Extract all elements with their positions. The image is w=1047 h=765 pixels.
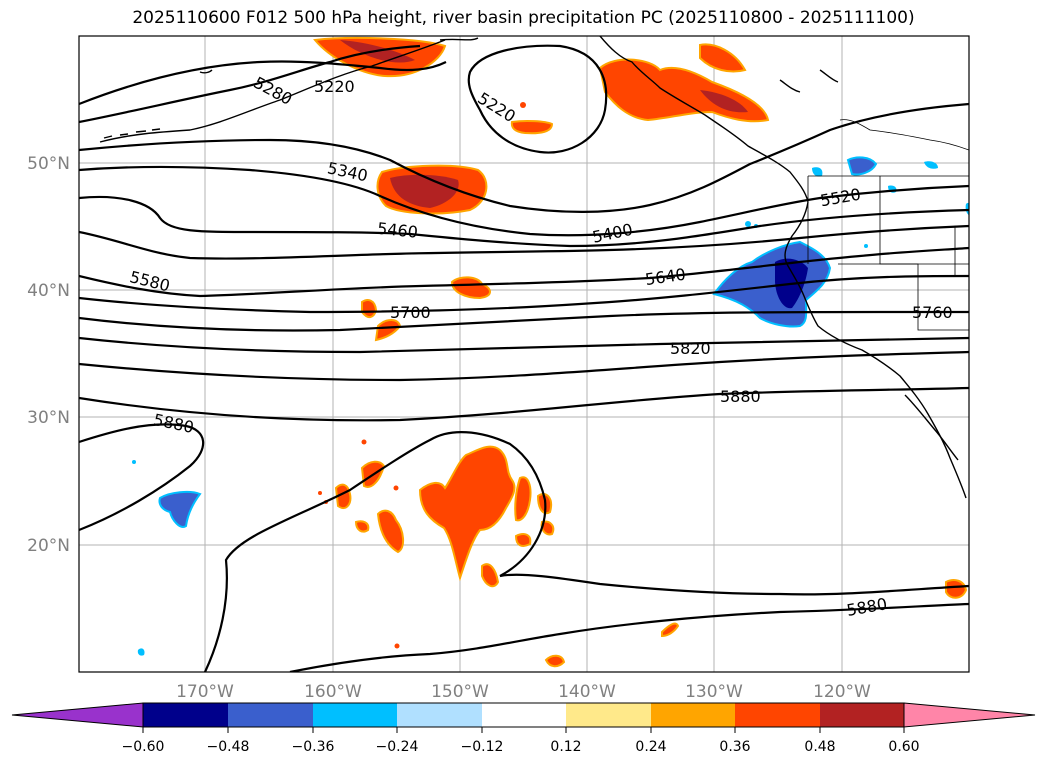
lat-label: 30°N [27,408,70,428]
colorbar-tick-label: −0.24 [376,739,419,755]
colorbar-segment [820,703,904,727]
colorbar-ticks [142,727,905,733]
colorbar-tick-label: 0.12 [550,739,581,755]
colorbar-segment [735,703,820,727]
colorbar-segment [566,703,651,727]
colorbar-tick-label: 0.24 [635,739,666,755]
lon-label: 160°W [304,682,362,702]
lat-label: 40°N [27,281,70,301]
precip-positive-areas [313,37,968,668]
colorbar-tick-label: 0.48 [804,739,835,755]
colorbar-segment [143,703,228,727]
lon-label: 150°W [431,682,489,702]
contour-label: 5220 [314,77,355,96]
gridlines [79,36,969,672]
lon-label: 170°W [176,682,234,702]
colorbar-tick-label: −0.36 [292,739,335,755]
colorbar: −0.60 −0.48 −0.36 −0.24 −0.12 0.12 0.24 … [11,702,1036,755]
colorbar-segment [482,703,566,727]
colorbar-tick-label: 0.60 [888,739,919,755]
lon-labels: 170°W 160°W 150°W 140°W 130°W 120°W [176,682,871,702]
lon-label: 140°W [558,682,616,702]
lat-label: 20°N [27,536,70,556]
contour-label: 5700 [390,303,431,322]
map-frame [78,35,970,673]
lat-label: 50°N [27,154,70,174]
lon-label: 120°W [813,682,871,702]
colorbar-segment [651,703,735,727]
height-contours [79,44,969,672]
lon-label: 130°W [685,682,743,702]
colorbar-tick-label: −0.48 [207,739,250,755]
contour-label: 5820 [670,339,711,358]
colorbar-extend-max [903,702,1036,728]
contour-label: 5460 [376,219,418,242]
colorbar-tick-label: 0.36 [719,739,750,755]
colorbar-segment [397,703,482,727]
contour-label: 5760 [912,303,953,322]
colorbar-segment [313,703,397,727]
colorbar-tick-label: −0.12 [461,739,504,755]
colorbar-segment [228,703,313,727]
map-title: 2025110600 F012 500 hPa height, river ba… [132,8,915,28]
colorbar-frame [142,702,905,728]
colorbar-tick-label: −0.60 [122,739,165,755]
colorbar-extend-min [11,702,144,728]
contour-label: 5880 [720,387,761,406]
lat-labels: 50°N 40°N 30°N 20°N [27,154,70,556]
